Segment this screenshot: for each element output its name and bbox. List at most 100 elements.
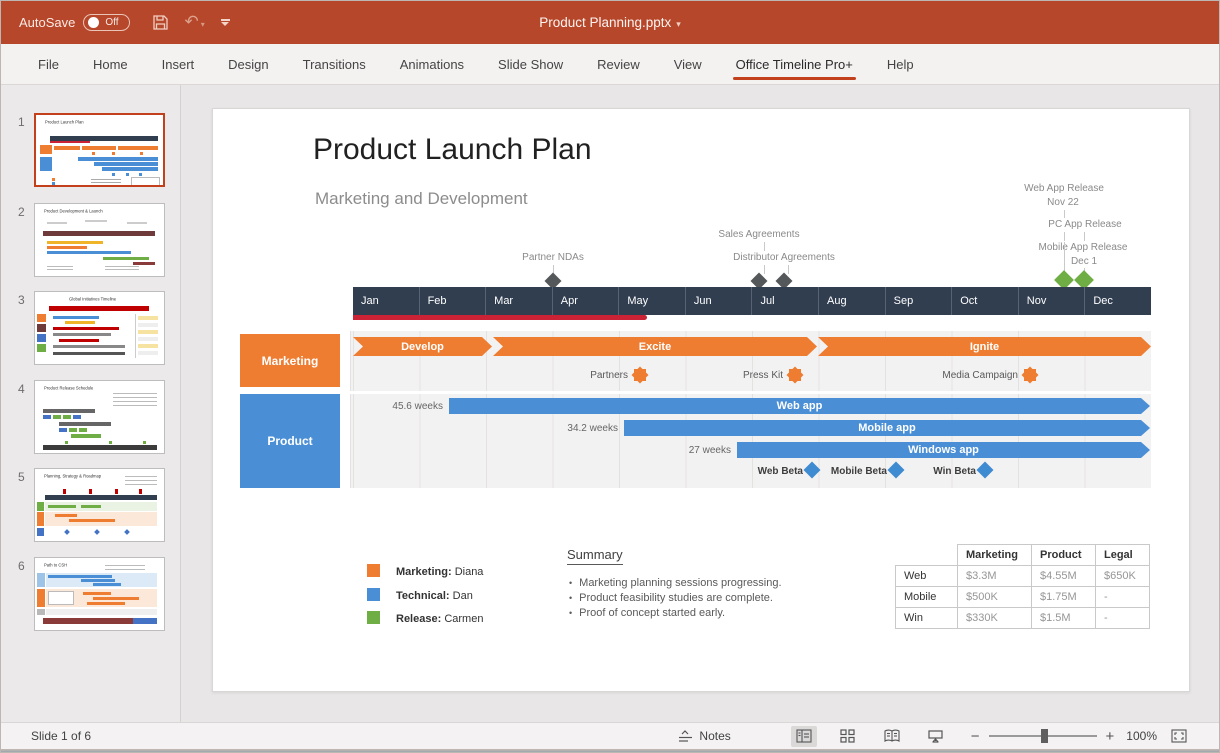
task-bar-windows-app[interactable]: Windows app [737,442,1150,458]
legend-swatch-technical[interactable] [367,588,380,601]
tab-view[interactable]: View [673,56,702,72]
zoom-in-button[interactable]: + [1105,727,1115,745]
tab-office-timeline-pro[interactable]: Office Timeline Pro+ [719,44,870,84]
tab-review[interactable]: Review [597,56,640,72]
legend-role: Marketing: [396,566,452,578]
slide-number: 1 [18,115,25,129]
milestone-label-pc-app-release[interactable]: PC App Release [1048,219,1122,230]
milestone-label-distributor-agreements[interactable]: Distributor Agreements [733,252,835,263]
tab-transitions[interactable]: Transitions [302,56,366,72]
thumbnail-title: Planning, Strategy & Roadmap [44,474,102,479]
bullet-icon: • [569,578,573,588]
cost-cell: $1.75M [1031,586,1096,608]
thumbnail-title: Global Initiatives Timeline [69,297,117,302]
cost-table-header-legal: Legal [1095,544,1150,566]
milestone-label-mobile-beta: Mobile Beta [830,466,887,477]
legend-role: Release: [396,613,442,625]
milestone-label-web-app-release[interactable]: Web App Release [1024,183,1104,194]
milestone-label-sales-agreements[interactable]: Sales Agreements [718,229,800,240]
legend-swatch-release[interactable] [367,611,380,624]
slide-thumbnail-5[interactable]: Planning, Strategy & Roadmap [34,468,165,542]
milestone-connector [1064,232,1065,241]
elapsed-time-bar[interactable] [353,315,647,320]
normal-view-button[interactable] [790,725,817,747]
thumbnail-title: Product Release Schedule [44,386,94,391]
marketing-row-header[interactable]: Marketing [240,334,340,387]
duration-label-mobile-app: 34.2 weeks [567,423,618,434]
milestone-date-mobile-app-release: Dec 1 [1070,256,1098,267]
milestone-burst-media-campaign[interactable] [1021,366,1038,383]
phase-excite[interactable]: Excite [493,337,817,356]
product-row-header[interactable]: Product [240,394,340,488]
summary-heading[interactable]: Summary [567,547,623,565]
undo-button[interactable]: ↶ ▾ [185,13,205,32]
slide-title[interactable]: Product Launch Plan [313,133,592,166]
slide-thumbnail-2[interactable]: Product Development & Launch [34,203,165,277]
milestone-burst-partners[interactable] [631,366,648,383]
reading-view-button[interactable] [879,726,905,747]
title-dropdown-icon: ▾ [676,19,681,29]
bullet-icon: • [569,608,573,618]
slide-thumbnail-6[interactable]: Path to CSH [34,557,165,631]
slide-subtitle[interactable]: Marketing and Development [315,189,528,208]
month-cell: Aug [818,287,885,315]
cost-table[interactable]: Marketing Product Legal Web $3.3M $4.55M… [895,544,1150,629]
cost-cell: - [1095,586,1150,608]
milestone-label-media-campaign: Media Campaign [942,370,1018,381]
timeline-month-band[interactable]: Jan Feb Mar Apr May Jun Jul Aug Sep Oct … [353,287,1151,315]
notes-label: Notes [699,729,731,743]
bullet-icon: • [569,593,573,603]
month-cell: May [618,287,685,315]
zoom-control: − + [971,729,1115,744]
zoom-slider-handle[interactable] [1040,729,1048,743]
summary-bullet-text: Proof of concept started early. [579,607,726,619]
month-cell: Oct [951,287,1018,315]
cost-cell: $1.5M [1031,607,1096,629]
cost-cell: $330K [957,607,1032,629]
tab-insert[interactable]: Insert [161,56,195,72]
slide-canvas[interactable]: Product Launch Plan Marketing and Develo… [212,108,1190,692]
tab-design[interactable]: Design [228,56,269,72]
slide-thumbnail-1[interactable]: Product Launch Plan [34,113,165,187]
milestone-date-web-app-release: Nov 22 [1047,197,1079,208]
notes-button[interactable]: Notes [678,729,731,743]
cost-table-header-marketing: Marketing [957,544,1032,566]
slide-editing-area[interactable]: Product Launch Plan Marketing and Develo… [181,85,1219,722]
save-icon[interactable] [152,14,169,31]
ribbon-tab-bar: File Home Insert Design Transitions Anim… [1,44,1219,85]
zoom-slider[interactable] [988,729,1097,743]
slide-thumbnail-4[interactable]: Product Release Schedule [34,380,165,454]
document-title-text: Product Planning.pptx [539,15,672,30]
milestone-burst-press-kit[interactable] [786,366,803,383]
task-bar-mobile-app[interactable]: Mobile app [624,420,1150,436]
tab-file[interactable]: File [38,56,59,72]
tab-slide-show[interactable]: Slide Show [498,56,564,72]
duration-label-windows-app: 27 weeks [688,445,731,456]
fit-slide-button[interactable] [1171,729,1187,743]
task-bar-web-app[interactable]: Web app [449,398,1150,414]
zoom-level[interactable]: 100% [1126,729,1157,743]
milestone-label-mobile-app-release[interactable]: Mobile App Release [1038,242,1128,253]
legend-item-marketing: Marketing: Diana [396,566,483,578]
legend-swatch-marketing[interactable] [367,564,380,577]
phase-develop[interactable]: Develop [353,337,492,356]
summary-bullet: • Marketing planning sessions progressing… [569,577,782,589]
milestone-connector [788,265,789,274]
tab-home[interactable]: Home [92,56,128,72]
tab-animations[interactable]: Animations [399,56,465,72]
milestone-connector [1064,242,1065,274]
cost-table-corner [896,545,958,566]
slide-sorter-view-button[interactable] [835,726,861,747]
milestone-label-partner-ndas[interactable]: Partner NDAs [522,252,584,263]
quick-access-toolbar: ↶ ▾ [152,13,230,32]
slide-show-button[interactable] [923,726,949,747]
slide-number: 2 [18,205,25,219]
cost-row-label: Mobile [895,586,958,608]
tab-help[interactable]: Help [886,56,914,72]
customize-quick-access-icon[interactable] [220,19,230,26]
zoom-out-button[interactable]: − [970,727,980,745]
slide-thumbnail-3[interactable]: Global Initiatives Timeline [34,291,165,365]
autosave-toggle[interactable]: Off [83,14,130,31]
phase-ignite[interactable]: Ignite [818,337,1151,356]
